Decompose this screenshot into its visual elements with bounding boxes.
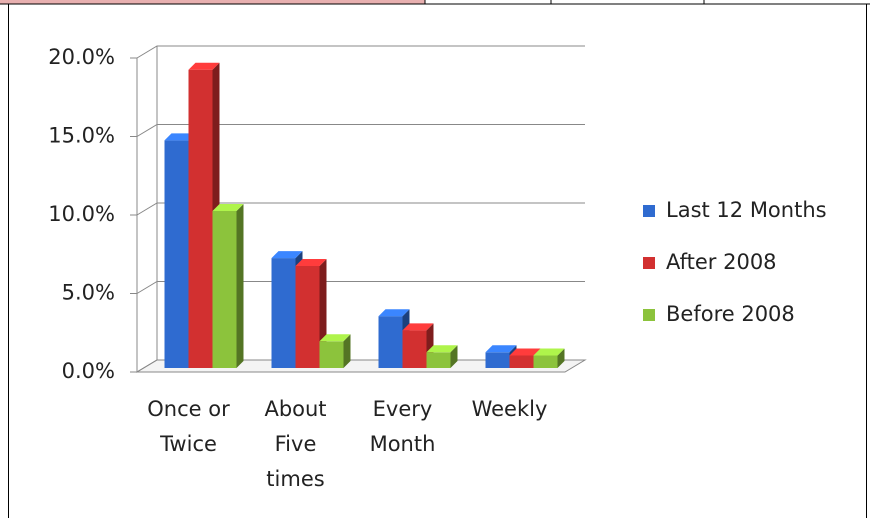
x-tick-label: Weekly <box>471 397 548 421</box>
x-tick-label: About Five times <box>264 397 327 491</box>
bar-side <box>450 345 458 368</box>
bar-top <box>295 258 327 266</box>
y-tick-label: 20.0% <box>48 45 115 69</box>
bar-top <box>164 133 196 141</box>
bar-top <box>271 251 303 259</box>
legend-swatch <box>643 257 655 269</box>
grid-line <box>136 202 585 216</box>
bar-top <box>212 204 244 211</box>
grid-line <box>136 45 585 59</box>
legend-label: After 2008 <box>666 250 777 274</box>
bar-top <box>533 348 565 356</box>
legend-label: Last 12 Months <box>666 198 827 222</box>
bar-top <box>378 309 410 317</box>
grid-line <box>136 281 585 294</box>
bar <box>271 258 296 368</box>
x-tick-label: Every Month <box>369 397 436 456</box>
bar-top <box>485 345 517 353</box>
legend-swatch <box>643 205 655 217</box>
y-tick-label: 5.0% <box>62 281 115 305</box>
legend-swatch <box>643 309 655 321</box>
legend-label: Before 2008 <box>666 302 795 326</box>
bar-top <box>319 334 351 342</box>
bar <box>402 330 427 368</box>
bar <box>509 355 534 368</box>
y-tick-label: 15.0% <box>48 124 115 148</box>
bar <box>426 352 451 368</box>
bar <box>485 352 510 368</box>
top-strip <box>0 0 425 4</box>
bar-side <box>557 348 565 368</box>
grid-line <box>136 124 585 137</box>
bar <box>319 341 344 368</box>
bar-top <box>426 345 458 353</box>
bar <box>378 316 403 368</box>
bar <box>188 69 213 368</box>
bar <box>164 140 189 368</box>
bar <box>533 355 558 368</box>
bar-top <box>509 348 541 356</box>
bar <box>212 211 237 368</box>
bar-top <box>188 62 220 70</box>
bar-side <box>343 334 351 368</box>
bar-side <box>236 204 244 368</box>
x-tick-label: Once or Twice <box>147 397 230 456</box>
y-tick-label: 0.0% <box>62 359 115 383</box>
bar-top <box>402 323 434 331</box>
bar <box>295 265 320 368</box>
y-tick-label: 10.0% <box>48 202 115 226</box>
